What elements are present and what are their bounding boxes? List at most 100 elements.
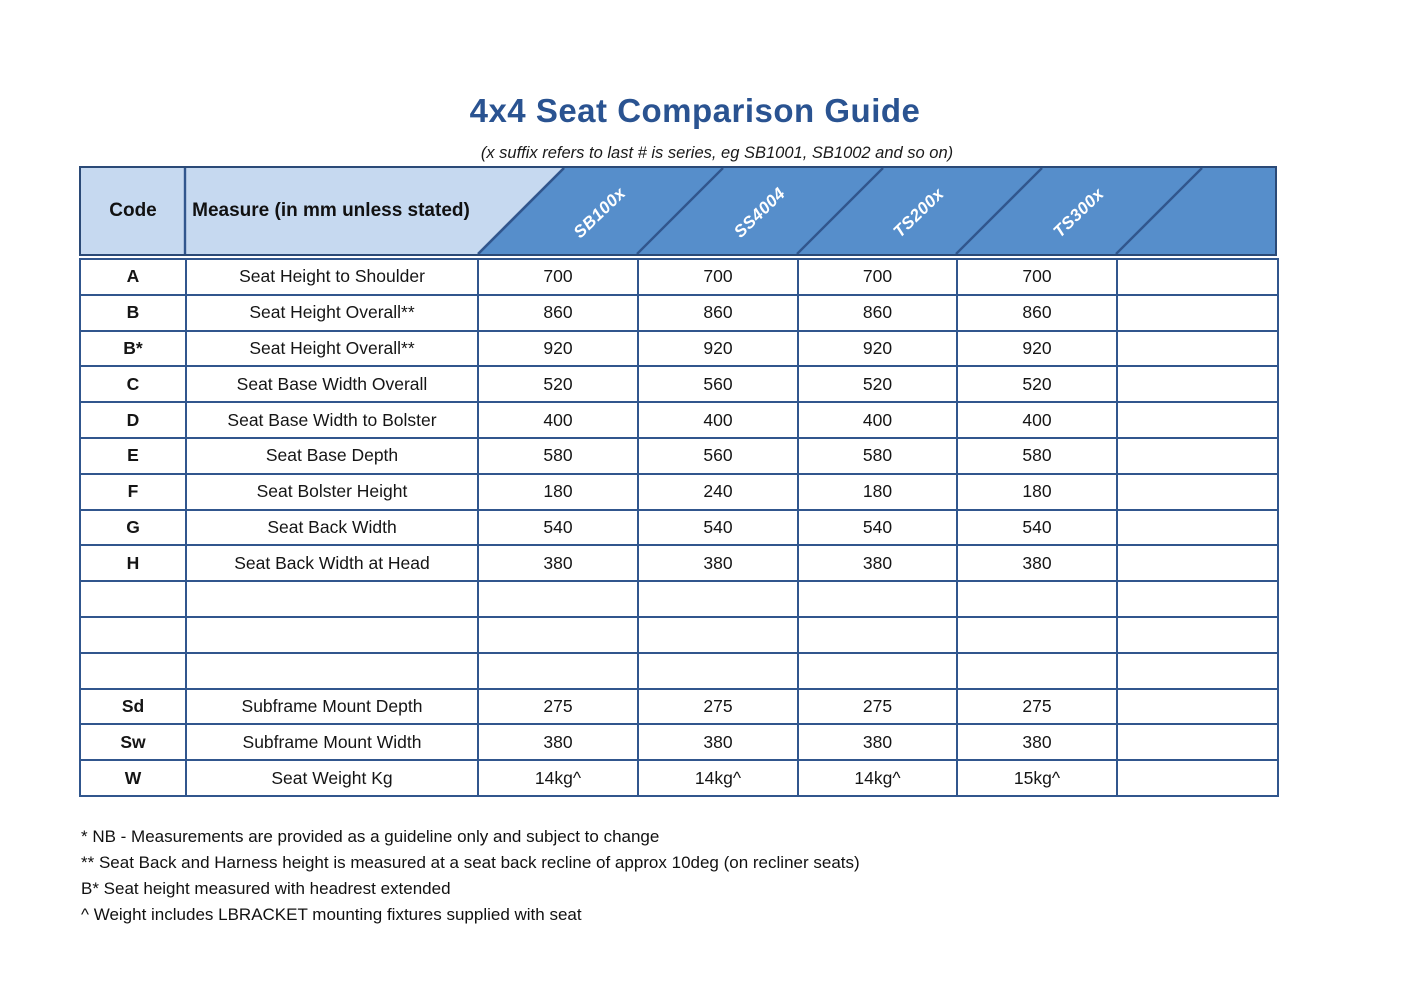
value-cell: [956, 615, 1118, 654]
value-cell: 920: [477, 329, 639, 368]
empty-cell: [1116, 723, 1279, 762]
table-row: D Seat Base Width to Bolster 400 400 400…: [79, 401, 1279, 439]
value-cell: 275: [797, 687, 958, 726]
value-cell: 920: [956, 329, 1118, 368]
value-cell: 540: [477, 508, 639, 547]
table-row: [79, 615, 1279, 654]
value-cell: [956, 580, 1118, 618]
value-cell: 14kg^: [797, 759, 958, 797]
empty-cell: [1116, 293, 1279, 332]
empty-cell: [1116, 508, 1279, 547]
value-cell: 380: [797, 723, 958, 762]
table-row: C Seat Base Width Overall 520 560 520 52…: [79, 365, 1279, 404]
value-cell: 380: [477, 544, 639, 583]
empty-cell: [1116, 401, 1279, 439]
table-row: G Seat Back Width 540 540 540 540: [79, 508, 1279, 547]
value-cell: [637, 651, 799, 690]
measure-cell: Seat Back Width: [185, 508, 479, 547]
value-cell: 400: [956, 401, 1118, 439]
code-cell: F: [79, 472, 187, 511]
code-cell: D: [79, 401, 187, 439]
value-cell: 380: [956, 723, 1118, 762]
measure-cell: Seat Height Overall**: [185, 293, 479, 332]
value-cell: [797, 651, 958, 690]
footnote: ^ Weight includes LBRACKET mounting fixt…: [81, 905, 582, 924]
code-cell: C: [79, 365, 187, 404]
measure-cell: Seat Height to Shoulder: [185, 258, 479, 296]
value-cell: 580: [477, 436, 639, 475]
value-cell: 920: [637, 329, 799, 368]
value-cell: 700: [477, 258, 639, 296]
value-cell: 860: [956, 293, 1118, 332]
code-cell: Sw: [79, 723, 187, 762]
value-cell: 860: [637, 293, 799, 332]
code-column-header: Code: [109, 200, 157, 221]
value-cell: 180: [477, 472, 639, 511]
value-cell: [637, 615, 799, 654]
code-cell: [79, 615, 187, 654]
value-cell: 540: [637, 508, 799, 547]
value-cell: 180: [797, 472, 958, 511]
table-row: Sd Subframe Mount Depth 275 275 275 275: [79, 687, 1279, 726]
empty-cell: [1116, 687, 1279, 726]
measure-cell: Seat Base Width to Bolster: [185, 401, 479, 439]
table-row: W Seat Weight Kg 14kg^ 14kg^ 14kg^ 15kg^: [79, 759, 1279, 797]
value-cell: 520: [477, 365, 639, 404]
page-title: 4x4 Seat Comparison Guide: [469, 92, 921, 129]
footnote: * NB - Measurements are provided as a gu…: [81, 827, 660, 846]
value-cell: 275: [956, 687, 1118, 726]
value-cell: 14kg^: [477, 759, 639, 797]
measure-cell: Subframe Mount Width: [185, 723, 479, 762]
page-subtitle: (x suffix refers to last # is series, eg…: [480, 144, 954, 162]
value-cell: [477, 580, 639, 618]
table-row: B* Seat Height Overall** 920 920 920 920: [79, 329, 1279, 368]
code-cell: B: [79, 293, 187, 332]
value-cell: [797, 615, 958, 654]
empty-cell: [1116, 651, 1279, 690]
value-cell: 15kg^: [956, 759, 1118, 797]
value-cell: 14kg^: [637, 759, 799, 797]
empty-cell: [1116, 436, 1279, 475]
code-cell: Sd: [79, 687, 187, 726]
value-cell: 700: [956, 258, 1118, 296]
value-cell: 400: [797, 401, 958, 439]
value-cell: 860: [477, 293, 639, 332]
value-cell: [956, 651, 1118, 690]
value-cell: 540: [956, 508, 1118, 547]
header-background: [81, 168, 1275, 254]
value-cell: 920: [797, 329, 958, 368]
table-header: Code Measure (in mm unless stated) SB100…: [79, 166, 1277, 256]
value-cell: 275: [477, 687, 639, 726]
code-cell: [79, 580, 187, 618]
value-cell: [637, 580, 799, 618]
measure-cell: Seat Back Width at Head: [185, 544, 479, 583]
table-row: E Seat Base Depth 580 560 580 580: [79, 436, 1279, 475]
measure-cell: Seat Base Width Overall: [185, 365, 479, 404]
measure-cell: [185, 615, 479, 654]
value-cell: 560: [637, 436, 799, 475]
measure-cell: Seat Bolster Height: [185, 472, 479, 511]
value-cell: [477, 615, 639, 654]
measure-cell: [185, 580, 479, 618]
value-cell: 700: [797, 258, 958, 296]
footnote: B* Seat height measured with headrest ex…: [81, 879, 451, 898]
value-cell: 520: [956, 365, 1118, 404]
empty-cell: [1116, 258, 1279, 296]
table-row: A Seat Height to Shoulder 700 700 700 70…: [79, 258, 1279, 296]
value-cell: 580: [956, 436, 1118, 475]
measure-cell: Seat Weight Kg: [185, 759, 479, 797]
value-cell: 380: [477, 723, 639, 762]
table-row: [79, 580, 1279, 618]
value-cell: 275: [637, 687, 799, 726]
measure-cell: Seat Height Overall**: [185, 329, 479, 368]
table-row: H Seat Back Width at Head 380 380 380 38…: [79, 544, 1279, 583]
empty-cell: [1116, 365, 1279, 404]
table-row: [79, 651, 1279, 690]
value-cell: 560: [637, 365, 799, 404]
table-row: B Seat Height Overall** 860 860 860 860: [79, 293, 1279, 332]
comparison-table-body: A Seat Height to Shoulder 700 700 700 70…: [79, 258, 1279, 797]
value-cell: 380: [637, 723, 799, 762]
empty-cell: [1116, 615, 1279, 654]
empty-cell: [1116, 329, 1279, 368]
